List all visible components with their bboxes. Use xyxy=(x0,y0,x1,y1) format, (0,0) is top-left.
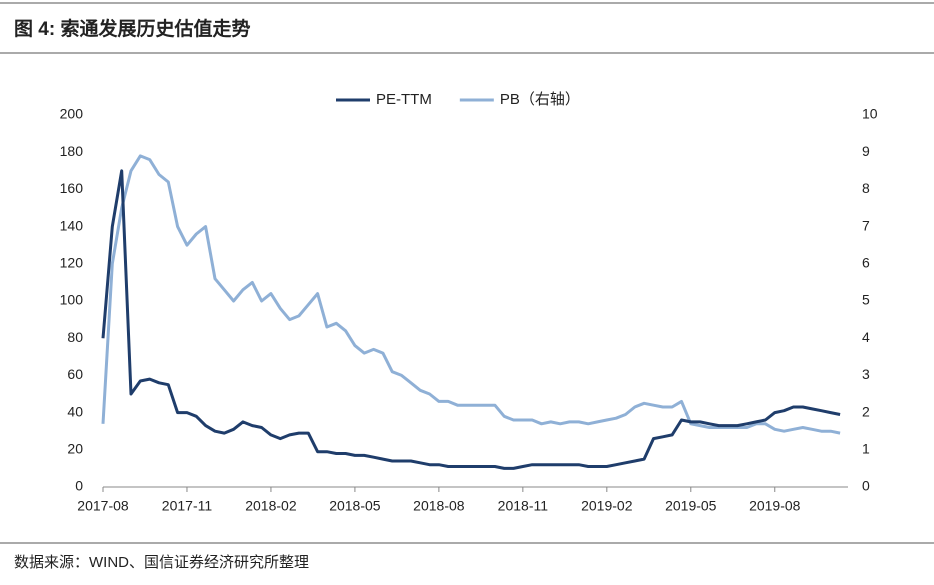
y2-tick-label: 5 xyxy=(862,292,870,308)
source-note: 数据来源：WIND、国信证券经济研究所整理 xyxy=(14,554,309,571)
y2-tick-label: 1 xyxy=(862,441,870,457)
x-tick-label: 2019-02 xyxy=(581,498,633,514)
x-tick-label: 2018-11 xyxy=(498,498,549,514)
y-tick-label: 160 xyxy=(60,180,84,196)
y2-tick-label: 6 xyxy=(862,255,870,271)
y2-tick-label: 9 xyxy=(862,143,870,159)
y-tick-label: 200 xyxy=(60,106,84,122)
x-tick-label: 2018-08 xyxy=(413,498,465,514)
y-tick-label: 180 xyxy=(60,143,84,159)
y2-tick-label: 0 xyxy=(862,478,870,494)
legend-label: PE-TTM xyxy=(376,91,432,108)
y-tick-label: 120 xyxy=(60,255,84,271)
y-tick-label: 80 xyxy=(67,329,83,345)
y-tick-label: 20 xyxy=(67,441,83,457)
data-line xyxy=(101,154,841,435)
y2-tick-label: 4 xyxy=(862,329,870,345)
y2-tick-label: 2 xyxy=(862,403,870,419)
y-tick-label: 140 xyxy=(60,217,84,233)
y2-tick-label: 7 xyxy=(862,217,870,233)
y-tick-label: 60 xyxy=(67,366,83,382)
y-tick-label: 40 xyxy=(67,403,83,419)
x-tick-label: 2017-08 xyxy=(77,498,129,514)
legend-label: PB（右轴） xyxy=(500,91,580,108)
y-tick-label: 100 xyxy=(60,292,84,308)
x-tick-label: 2017-11 xyxy=(162,498,213,514)
x-tick-label: 2019-08 xyxy=(749,498,801,514)
y2-tick-label: 8 xyxy=(862,180,870,196)
y2-tick-label: 10 xyxy=(862,106,878,122)
x-tick-label: 2018-02 xyxy=(245,498,297,514)
x-tick-label: 2018-05 xyxy=(329,498,381,514)
y2-tick-label: 3 xyxy=(862,366,870,382)
chart-title: 图 4: 索通发展历史估值走势 xyxy=(14,17,250,40)
y-tick-label: 0 xyxy=(75,478,83,494)
x-tick-label: 2019-05 xyxy=(665,498,717,514)
data-line xyxy=(101,169,841,470)
